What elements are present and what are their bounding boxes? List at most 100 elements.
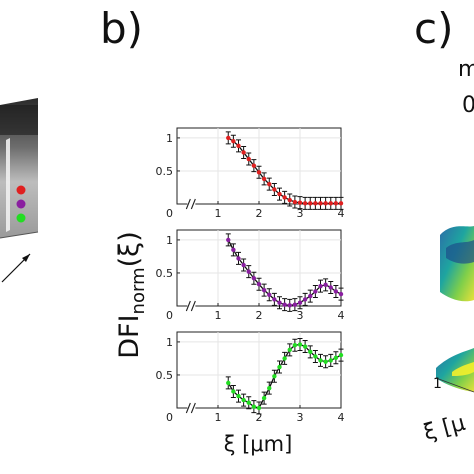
data-point [277, 191, 282, 197]
data-point [267, 385, 272, 391]
data-point [333, 355, 339, 360]
x-tick-label: 0 [166, 411, 173, 424]
data-point [302, 201, 308, 206]
data-point [338, 201, 344, 206]
data-point [231, 247, 236, 253]
data-point [297, 342, 303, 347]
panel-c-tick: 1 [433, 376, 442, 392]
x-tick-label: 1 [215, 411, 222, 424]
data-point [282, 195, 287, 200]
green-marker-dot [16, 213, 26, 223]
x-tick-label: 2 [256, 309, 263, 322]
red-marker-dot [16, 185, 26, 195]
data-point [256, 170, 262, 175]
data-point [318, 283, 323, 289]
axis-break-mask [187, 199, 196, 209]
x-axis-label: ξ [μm] [224, 432, 293, 456]
panel-a-images [0, 98, 39, 283]
y-tick-label: 0.5 [156, 267, 174, 280]
x-tick-label: 3 [297, 309, 304, 322]
data-point [313, 289, 318, 294]
data-point [328, 285, 333, 290]
panel-c-axis-label: ξ [μ [421, 411, 468, 446]
subplot-1: 0.5 1 0 1 2 3 4 [156, 127, 345, 220]
data-point [282, 356, 287, 361]
panel-c-partial-m: m [458, 57, 474, 82]
y-tick-label: 1 [166, 234, 173, 247]
data-point [318, 201, 323, 206]
data-point [226, 135, 231, 141]
panel-label-b: b) [100, 4, 144, 53]
data-point [231, 139, 236, 144]
data-point [256, 281, 262, 287]
data-point [241, 150, 246, 155]
data-point [287, 303, 292, 308]
data-point [313, 201, 318, 206]
data-point [297, 200, 303, 205]
data-point [328, 358, 333, 363]
y-tick-label: 0.5 [156, 165, 174, 178]
y-axis-label: DFInorm(ξ) [114, 231, 149, 358]
data-point [323, 201, 328, 206]
data-point [241, 262, 246, 268]
data-point [333, 201, 339, 206]
subplot-2: 0.5 1 0 1 2 3 4 [156, 229, 345, 322]
data-point [256, 405, 262, 411]
x-tick-label: 4 [338, 309, 345, 322]
data-point [292, 343, 298, 348]
data-point [302, 297, 308, 302]
data-point [241, 397, 246, 403]
data-point [287, 347, 292, 353]
data-point [282, 302, 287, 307]
data-point [231, 389, 236, 394]
data-point [297, 300, 303, 305]
arrow-head [22, 254, 30, 262]
x-tick-label: 2 [256, 207, 263, 220]
data-point [236, 393, 241, 399]
data-point [277, 300, 282, 305]
data-point [236, 143, 241, 149]
data-point [251, 404, 257, 409]
data-point [272, 374, 277, 379]
x-tick-label: 1 [215, 309, 222, 322]
data-point [333, 289, 339, 294]
data-point [261, 287, 267, 293]
x-tick-label: 3 [297, 411, 304, 424]
data-point [308, 201, 313, 206]
data-point [318, 358, 323, 363]
axis-break-mask [187, 301, 196, 311]
data-point [292, 199, 298, 205]
x-tick-label: 0 [166, 207, 173, 220]
data-point [277, 364, 282, 370]
axis-break-mark [185, 300, 196, 312]
data-point [308, 349, 313, 355]
panel-c-partial-zero: 0 [462, 93, 474, 118]
data-point [251, 276, 257, 281]
data-point [261, 395, 267, 401]
purple-marker-dot [16, 199, 26, 209]
x-tick-label: 0 [166, 309, 173, 322]
axis-break-mask [187, 403, 196, 413]
subplot-3: 0.5 1 0 1 2 3 4 [156, 331, 345, 424]
x-tick-label: 2 [256, 411, 263, 424]
data-point [313, 354, 318, 359]
data-point [261, 176, 267, 182]
data-point [267, 292, 272, 297]
data-point [292, 302, 298, 307]
panel-label-c: c) [414, 4, 454, 53]
data-point [323, 359, 328, 364]
data-point [246, 156, 251, 162]
y-tick-label: 1 [166, 132, 173, 145]
data-point [287, 197, 292, 203]
y-tick-label: 1 [166, 336, 173, 349]
data-point [323, 282, 328, 288]
axis-break-mark [185, 198, 196, 210]
data-point [328, 201, 333, 206]
data-point [338, 291, 344, 297]
x-tick-label: 1 [215, 207, 222, 220]
data-point [246, 400, 251, 405]
x-tick-label: 4 [338, 411, 345, 424]
data-point [272, 297, 277, 302]
x-tick-label: 4 [338, 207, 345, 220]
